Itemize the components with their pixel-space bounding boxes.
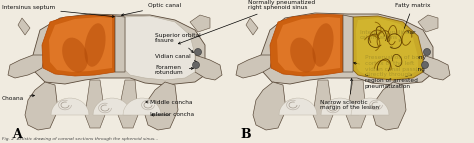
Polygon shape — [51, 98, 89, 115]
Ellipse shape — [62, 38, 88, 72]
Text: Internal curvilinear
calcifications: Internal curvilinear calcifications — [360, 30, 416, 49]
Polygon shape — [18, 18, 30, 35]
Text: Middle concha: Middle concha — [146, 100, 192, 105]
Text: A: A — [12, 128, 22, 141]
Circle shape — [423, 48, 430, 55]
Polygon shape — [343, 15, 353, 72]
Circle shape — [421, 61, 428, 68]
Polygon shape — [321, 98, 359, 115]
Polygon shape — [346, 80, 366, 128]
Polygon shape — [270, 14, 343, 76]
Polygon shape — [356, 18, 418, 78]
Polygon shape — [33, 14, 205, 85]
Text: Inferior concha: Inferior concha — [150, 113, 194, 118]
Polygon shape — [373, 82, 406, 130]
Polygon shape — [118, 80, 138, 128]
Circle shape — [192, 61, 200, 68]
Polygon shape — [236, 55, 273, 78]
Polygon shape — [423, 55, 450, 80]
Ellipse shape — [84, 23, 106, 67]
Text: Intersinus septum: Intersinus septum — [2, 5, 114, 18]
Polygon shape — [351, 98, 389, 115]
Text: Narrow sclerotic
margin of the lesion: Narrow sclerotic margin of the lesion — [320, 79, 379, 110]
Polygon shape — [145, 82, 178, 130]
Polygon shape — [85, 80, 105, 128]
Text: Foramen
rotundum: Foramen rotundum — [155, 65, 193, 75]
Polygon shape — [279, 98, 317, 115]
Polygon shape — [261, 13, 433, 85]
Polygon shape — [277, 17, 340, 72]
Polygon shape — [93, 98, 131, 115]
Polygon shape — [190, 15, 210, 32]
Ellipse shape — [312, 23, 334, 67]
Text: Optic canal: Optic canal — [121, 3, 181, 16]
Text: Choana: Choana — [2, 95, 35, 101]
Text: Superior orbital
fissure: Superior orbital fissure — [155, 33, 201, 53]
Polygon shape — [115, 16, 125, 72]
Text: Vidian canal: Vidian canal — [155, 53, 196, 62]
Polygon shape — [123, 98, 161, 115]
Polygon shape — [42, 15, 115, 76]
Polygon shape — [195, 55, 222, 80]
Polygon shape — [246, 18, 258, 35]
Polygon shape — [49, 17, 112, 72]
Polygon shape — [418, 15, 438, 32]
Polygon shape — [313, 80, 333, 128]
Text: Preservation of bony
cortex of the left
vidian canal passing
directly through
re: Preservation of bony cortex of the left … — [354, 55, 426, 89]
Text: Fig. 2  Artistic drawing of coronal sections through the sphenoid sinus...: Fig. 2 Artistic drawing of coronal secti… — [2, 137, 158, 141]
Ellipse shape — [290, 38, 316, 72]
Polygon shape — [8, 55, 45, 78]
Polygon shape — [353, 16, 423, 80]
Text: Fatty matrix: Fatty matrix — [395, 3, 430, 42]
Text: Normally pneumatized
right sphenoid sinus: Normally pneumatized right sphenoid sinu… — [178, 0, 315, 44]
Polygon shape — [125, 16, 195, 80]
Text: B: B — [240, 128, 251, 141]
Polygon shape — [25, 82, 58, 130]
Polygon shape — [253, 82, 286, 130]
Circle shape — [194, 48, 201, 55]
